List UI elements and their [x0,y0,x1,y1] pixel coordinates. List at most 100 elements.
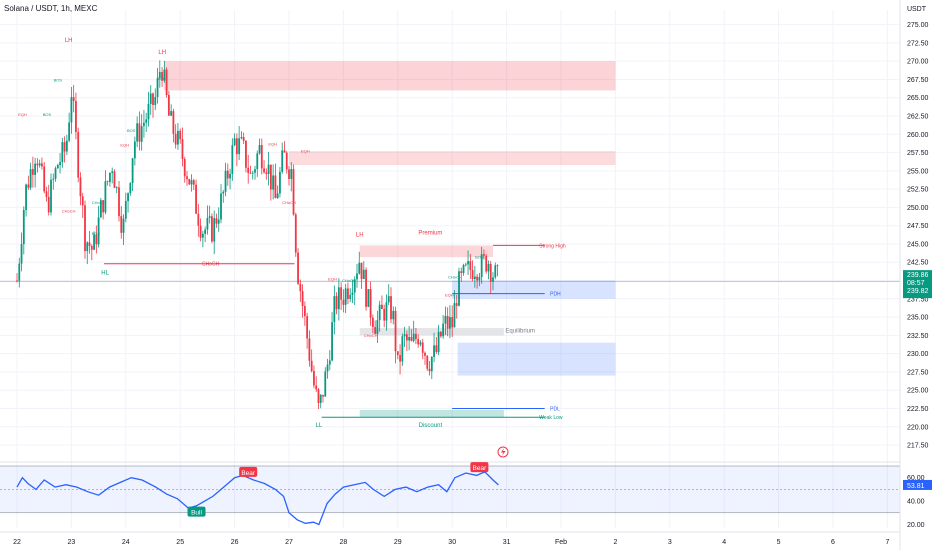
candle-body [152,93,154,105]
candle-body [269,164,272,190]
candle-body [186,176,188,180]
candle-body [430,356,433,372]
candle-body [16,280,18,282]
candle-body [467,261,469,265]
candle-body [387,296,390,303]
candle-body [208,216,211,219]
candle-body [455,303,458,306]
candle-body [177,130,179,145]
osc-y-tick-label: 40.00 [907,499,925,506]
candle-body [337,287,340,310]
candle-body [145,119,148,123]
y-tick-label: 217.50 [907,443,929,450]
candle-body [283,150,286,153]
candle-body [36,163,39,166]
x-tick-label: 3 [668,539,672,546]
candle-body [118,187,120,217]
candle-body [20,244,23,264]
candle-body [215,218,218,224]
y-tick-label: 227.50 [907,369,929,376]
annotation-label: BOS [54,78,63,83]
candle-body [349,294,352,299]
annotation-label: HL [101,271,109,277]
candle-body [31,169,34,175]
candle-body [421,342,424,353]
candle-body [272,175,275,190]
candle-body [410,336,413,341]
candle-body [65,140,68,152]
annotation-label: EQH [301,149,310,154]
zone-box [359,328,504,336]
y-tick-label: 220.00 [907,424,929,431]
candle-body [433,345,435,357]
candle-body [288,169,290,179]
candle-body [224,170,227,192]
candle-body [489,264,492,282]
zone-box [163,61,616,91]
candle-body [50,179,52,213]
candle-body [469,261,472,270]
osc-y-tick-label: 60.00 [907,475,925,482]
candle-body [333,296,336,323]
x-tick-label: 22 [13,539,21,546]
candle-body [188,179,191,185]
osc-value-box [903,479,932,490]
candle-body [97,217,100,245]
candle-body [369,289,372,318]
candle-body [256,153,259,170]
candle-body [290,169,293,179]
candle-body [308,338,311,361]
candle-body [222,191,225,194]
x-tick-label: 29 [394,539,402,546]
candle-body [251,172,254,174]
candle-body [324,371,327,397]
candle-body [75,101,77,132]
candle-body [238,138,241,155]
annotation-label: BOS [127,128,136,133]
osc-value-label: 53.81 [907,483,925,490]
annotation-label: CHoCH [282,200,296,205]
y-tick-label: 265.00 [907,95,929,102]
annotation-label: CHoCH [342,278,356,283]
candle-body [104,181,107,213]
candle-body [476,276,479,281]
candle-body [258,145,261,154]
candle-body [408,336,411,341]
candle-body [226,170,229,179]
candle-body [449,317,451,329]
x-tick-label: 4 [722,539,726,546]
price-label: 239.82 [907,288,929,295]
candle-body [276,193,279,199]
candle-body [360,262,363,280]
x-tick-label: 27 [285,539,293,546]
candle-body [458,271,460,306]
candle-body [460,271,463,273]
candle-body [199,225,202,238]
candle-body [192,180,195,185]
y-tick-label: 262.50 [907,114,929,121]
y-tick-label: 257.50 [907,150,929,157]
candle-body [356,273,358,280]
y-tick-label: 230.00 [907,351,929,358]
candle-body [322,394,324,397]
candle-body [464,264,467,266]
candle-body [335,296,338,310]
candle-body [220,193,222,220]
candle-body [163,69,166,81]
candle-body [61,142,64,163]
x-tick-label: 25 [176,539,184,546]
candle-body [41,163,43,167]
x-tick-label: 30 [448,539,456,546]
candle-body [265,172,268,174]
candle-body [149,93,152,104]
candle-body [435,345,438,352]
candle-body [353,279,356,293]
candle-body [403,334,406,337]
candle-body [378,304,381,321]
candle-body [249,172,252,174]
annotation-label: Premium [418,230,442,236]
candle-body [415,333,417,340]
candle-body [156,78,159,98]
y-tick-label: 245.00 [907,241,929,248]
candle-body [206,218,209,230]
